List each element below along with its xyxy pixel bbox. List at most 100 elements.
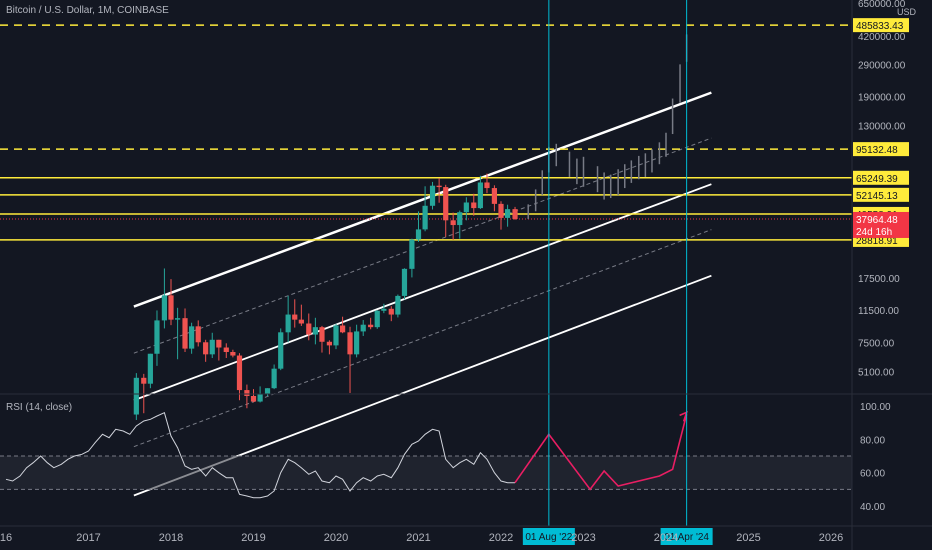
candle-body-35	[374, 310, 380, 328]
candle-body-42	[422, 205, 428, 230]
vertical-marker-tag-1	[660, 528, 713, 545]
price-tick-7: 7500.00	[858, 338, 895, 349]
rsi-tick-3: 40.00	[860, 502, 885, 513]
candle-body-25	[306, 323, 312, 335]
candle-body-6	[175, 318, 181, 320]
channel-line-2	[133, 183, 712, 402]
rsi-series-projection	[514, 414, 688, 491]
candle-body-30	[340, 325, 346, 333]
candle-body-19	[264, 388, 271, 394]
candle-body-39	[401, 268, 408, 296]
price-level-tag-1	[853, 142, 909, 157]
time-tick-0: 16	[0, 532, 12, 544]
time-tick-6: 2022	[489, 532, 513, 544]
candle-body-15	[236, 355, 243, 391]
candle-body-5	[168, 295, 174, 320]
chart-title: Bitcoin / U.S. Dollar, 1M, COINBASE	[6, 5, 169, 16]
candle-body-23	[292, 314, 298, 320]
candle-body-43	[429, 185, 436, 206]
candle-body-11	[209, 339, 215, 355]
candle-body-54	[505, 209, 511, 218]
price-level-label-5: 28818.91	[856, 236, 898, 247]
candle-body-41	[415, 229, 422, 240]
candle-body-27	[319, 327, 325, 342]
candle-body-50	[477, 182, 483, 209]
rsi-series-actual	[5, 412, 515, 499]
price-tick-4: 130000.00	[858, 121, 906, 132]
price-level-tag-3	[853, 187, 909, 202]
candle-body-10	[203, 342, 209, 355]
candle-body-7	[182, 318, 188, 349]
rsi-panel: 100.00 80.00 60.00 40.00	[0, 402, 891, 513]
vertical-marker-label-0: 01 Aug '22	[525, 532, 572, 543]
time-tick-2: 2018	[159, 532, 183, 544]
candles	[133, 173, 518, 420]
candle-body-4	[161, 295, 167, 321]
projection-bars	[527, 34, 688, 219]
candle-body-26	[312, 327, 318, 335]
rsi-tick-2: 60.00	[860, 469, 885, 480]
candle-body-1	[141, 377, 147, 384]
candle-body-31	[347, 332, 353, 355]
price-level-label-1: 95132.48	[856, 145, 898, 156]
candle-body-2	[147, 353, 153, 384]
candle-body-52	[491, 188, 497, 204]
candle-body-34	[368, 324, 374, 328]
price-level-label-2: 65249.39	[856, 174, 898, 185]
candle-body-49	[471, 202, 477, 209]
time-tick-4: 2020	[324, 532, 348, 544]
price-level-tag-2	[853, 170, 909, 185]
candle-body-36	[381, 308, 387, 311]
candle-body-47	[457, 212, 463, 226]
price-level-label-3: 52145.13	[856, 191, 898, 202]
price-tick-8: 5100.00	[858, 368, 895, 379]
candle-body-44	[436, 185, 442, 188]
rsi-tick-1: 80.00	[860, 435, 885, 446]
candle-body-16	[244, 390, 250, 397]
current-price-label: 37964.48	[856, 215, 898, 226]
countdown-label: 24d 16h	[856, 227, 892, 238]
rsi-title: RSI (14, close)	[6, 402, 73, 413]
vertical-marker-label-1: 01 Apr '24	[664, 532, 709, 543]
candle-body-40	[409, 239, 415, 269]
channel-line-0	[133, 91, 712, 308]
candle-body-22	[285, 314, 291, 333]
price-tick-5: 17500.00	[858, 274, 900, 285]
candle-body-55	[512, 209, 518, 219]
price-level-tag-0	[853, 18, 909, 33]
candle-body-20	[271, 368, 277, 389]
price-tick-2: 290000.00	[858, 60, 906, 71]
price-tick-6: 11500.00	[858, 306, 899, 317]
channel-line-1	[133, 137, 712, 354]
candle-body-21	[278, 332, 284, 369]
candle-body-28	[326, 341, 332, 346]
time-tick-9: 2025	[736, 532, 760, 544]
candle-body-45	[443, 187, 449, 221]
candle-body-46	[450, 220, 456, 226]
price-level-label-0: 485833.43	[856, 21, 904, 32]
vertical-markers: 01 Aug '22 01 Apr '24	[522, 0, 713, 545]
candle-body-14	[230, 351, 236, 356]
channel-lines	[133, 91, 712, 497]
horizontal-levels: 485833.4395132.4865249.3952145.1340558.9…	[0, 18, 909, 247]
candle-body-48	[463, 202, 469, 213]
time-tick-10: 2026	[819, 532, 843, 544]
time-tick-1: 2017	[76, 532, 100, 544]
candle-body-17	[250, 396, 257, 402]
candle-body-33	[360, 324, 366, 332]
price-tick-0: 650000.00	[858, 0, 906, 10]
time-tick-5: 2021	[406, 532, 430, 544]
candle-body-29	[333, 325, 339, 346]
candle-body-53	[498, 203, 504, 218]
candle-body-37	[388, 308, 394, 315]
candle-body-24	[298, 319, 304, 324]
candle-body-0	[133, 377, 139, 415]
candle-body-8	[189, 326, 195, 349]
candle-body-3	[154, 320, 160, 354]
time-axis: 16 2017 2018 2019 2020 2021 2022 2023 2024 2025 20…	[0, 532, 843, 544]
price-tick-1: 420000.00	[858, 32, 906, 43]
channel-line-3	[133, 229, 712, 448]
candle-body-32	[354, 331, 360, 355]
